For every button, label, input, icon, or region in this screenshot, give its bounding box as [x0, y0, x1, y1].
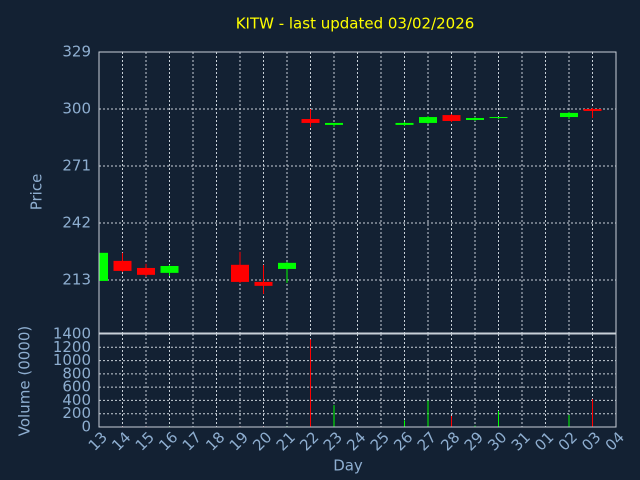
x-tick-label: 20 [249, 428, 275, 454]
x-tick-label: 30 [484, 428, 510, 454]
volume-axis-label: Volume (0000) [16, 326, 34, 436]
candle-body [583, 108, 602, 111]
candle-body [254, 281, 273, 286]
x-tick-label: 03 [578, 428, 604, 454]
candle-body [419, 117, 437, 123]
x-tick-label: 02 [555, 428, 581, 454]
x-tick-label: 31 [508, 428, 534, 454]
x-tick-label: 29 [461, 428, 487, 454]
volume-tick-label: 200 [62, 404, 91, 422]
candle-body [113, 260, 132, 271]
volume-tick-label: 1400 [53, 325, 91, 343]
x-tick-label: 16 [155, 428, 181, 454]
price-plot [99, 52, 616, 333]
x-tick-label: 14 [108, 428, 134, 454]
candle-body [231, 264, 249, 282]
y-tick-label: 271 [62, 156, 91, 174]
volume-frame [98, 333, 617, 428]
y-tick-label: 242 [62, 213, 91, 231]
volume-tick-label: 800 [62, 364, 91, 382]
candle-body [137, 267, 155, 275]
volume-tick-label: 600 [62, 378, 91, 396]
candle-body [325, 122, 343, 125]
volume-tick-label: 1200 [53, 338, 91, 356]
x-tick-label: 19 [226, 428, 252, 454]
x-tick-label: 24 [343, 428, 369, 454]
candle-body [99, 252, 108, 281]
y-tick-label: 329 [62, 43, 91, 61]
volume-tick-label: 0 [81, 418, 91, 436]
candle-body [466, 118, 484, 120]
candle-body [442, 115, 461, 121]
x-tick-label: 23 [320, 428, 346, 454]
x-tick-label: 21 [273, 428, 299, 454]
y-axis-label: Price [28, 174, 46, 211]
candle-body [395, 122, 414, 125]
candle-body [278, 262, 296, 269]
candle-body [560, 112, 578, 118]
x-tick-label: 26 [390, 428, 416, 454]
volume-tick-label: 1000 [53, 351, 91, 369]
volume-tick-label: 400 [62, 391, 91, 409]
x-tick-label: 15 [132, 428, 158, 454]
y-tick-label: 300 [62, 99, 91, 117]
candle-body [301, 119, 320, 123]
candle-body [160, 265, 179, 273]
volume-plot [99, 334, 616, 427]
x-tick-label: 25 [367, 428, 393, 454]
chart-title: KITW - last updated 03/02/2026 [236, 15, 475, 33]
x-tick-label: 04 [602, 428, 628, 454]
x-axis-label: Day [333, 457, 363, 475]
y-tick-label: 213 [62, 270, 91, 288]
x-tick-label: 27 [414, 428, 440, 454]
x-tick-label: 01 [531, 428, 557, 454]
price-frame [98, 51, 617, 334]
x-tick-label: 28 [437, 428, 463, 454]
x-tick-label: 17 [179, 428, 205, 454]
candle-body [489, 117, 508, 119]
x-tick-label: 22 [296, 428, 322, 454]
x-tick-label: 18 [202, 428, 228, 454]
